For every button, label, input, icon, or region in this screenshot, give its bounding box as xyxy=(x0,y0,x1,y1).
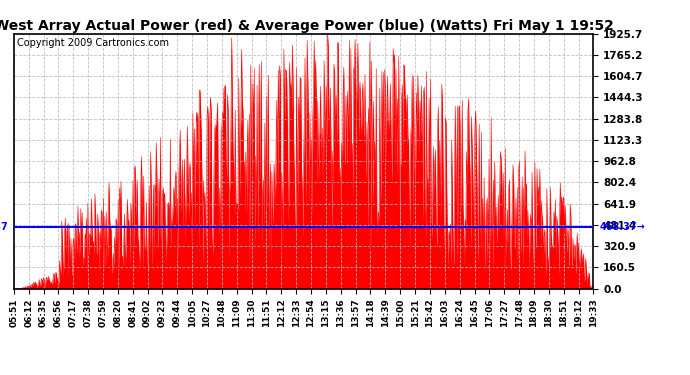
Text: ←468.37: ←468.37 xyxy=(0,222,8,232)
Text: Copyright 2009 Cartronics.com: Copyright 2009 Cartronics.com xyxy=(17,38,168,48)
Text: 468.37→: 468.37→ xyxy=(599,222,645,232)
Title: West Array Actual Power (red) & Average Power (blue) (Watts) Fri May 1 19:52: West Array Actual Power (red) & Average … xyxy=(0,19,613,33)
